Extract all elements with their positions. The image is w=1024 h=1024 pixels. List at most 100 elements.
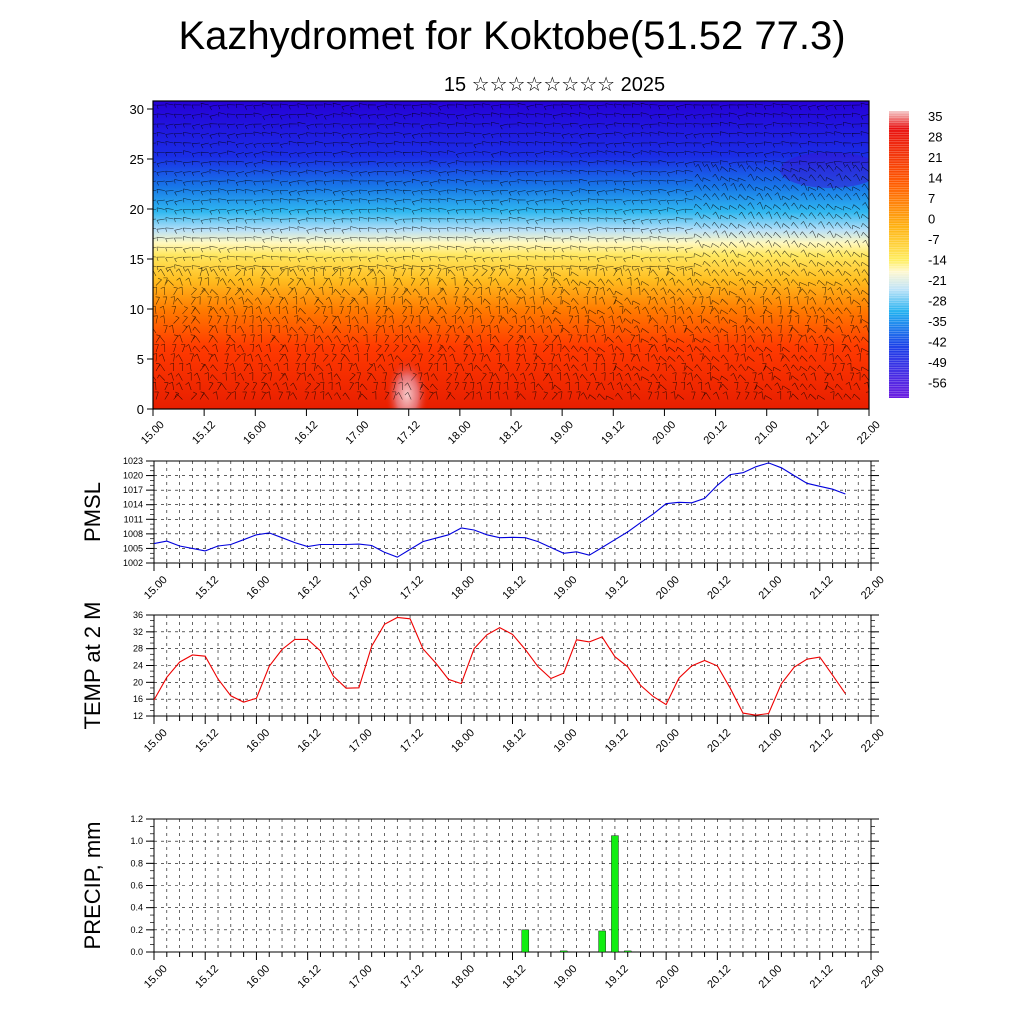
x-tick-label: 16.00 <box>244 574 272 602</box>
x-tick-label: 18.12 <box>500 727 528 755</box>
y-tick-label: 0.4 <box>130 903 143 913</box>
y-tick-label: 1017 <box>123 485 143 495</box>
x-tick-label: 18.00 <box>449 574 477 602</box>
heatmap-x-tick-label: 15.12 <box>190 419 218 447</box>
page-subtitle: 15 ☆☆☆☆☆☆☆☆ 2025 <box>443 74 666 96</box>
x-tick-label: 20.12 <box>705 574 733 602</box>
x-tick-label: 21.00 <box>756 574 784 602</box>
x-tick-label: 19.12 <box>603 727 631 755</box>
heatmap-y-tick-label: 30 <box>130 102 144 117</box>
y-tick-label: 1011 <box>124 514 143 524</box>
colorbar-label: 0 <box>928 212 935 227</box>
wind-barbs <box>153 102 869 400</box>
heatmap-x-tick-label: 16.12 <box>292 419 320 447</box>
y-tick-label: 1005 <box>123 543 143 553</box>
x-tick-label: 18.00 <box>449 727 477 755</box>
y-tick-label: 0.8 <box>130 858 143 868</box>
colorbar-labels: 35 28 21 14 7 0 -7 -14 -21 -28 -35 -42 -49 -56 <box>928 109 947 391</box>
precip-bar <box>559 950 568 953</box>
x-tick-label: 15.12 <box>193 574 221 602</box>
heatmap-x-tick-label: 17.00 <box>343 419 371 447</box>
x-tick-label: 17.12 <box>398 727 426 755</box>
colorbar-label: -56 <box>928 376 947 391</box>
heatmap-x-tick-label: 22.00 <box>855 419 883 447</box>
x-tick-label: 20.00 <box>654 963 682 991</box>
y-tick-label: 28 <box>133 644 143 654</box>
y-tick-label: 1023 <box>123 456 143 466</box>
y-axis-title: PMSL <box>80 482 105 542</box>
heatmap-hot-core <box>385 357 429 409</box>
x-tick-label: 21.00 <box>756 963 784 991</box>
x-tick-label: 15.00 <box>142 574 170 602</box>
heatmap-y-tick-label: 10 <box>130 302 144 317</box>
colorbar-label: 7 <box>928 191 935 206</box>
x-tick-label: 17.00 <box>347 574 375 602</box>
x-tick-label: 21.12 <box>808 727 836 755</box>
heatmap-x-axis: 15.00 15.12 16.00 16.12 17.00 17.12 18.00 18.12… <box>139 409 883 447</box>
x-tick-label: 19.00 <box>552 574 580 602</box>
x-tick-label: 21.12 <box>808 574 836 602</box>
y-tick-label: 32 <box>133 627 143 637</box>
precip-bar <box>624 950 632 953</box>
y-tick-label: 20 <box>133 677 143 687</box>
colorbar-label: -35 <box>928 314 947 329</box>
wind-barb-field <box>153 102 869 400</box>
heatmap-x-tick-label: 18.12 <box>497 419 525 447</box>
y-tick-label: 1008 <box>123 529 143 539</box>
x-tick-label: 22.00 <box>859 963 887 991</box>
heatmap-x-tick-label: 19.00 <box>548 419 576 447</box>
x-tick-label: 15.00 <box>142 963 170 991</box>
y-tick-label: 0.2 <box>130 925 143 935</box>
colorbar-label: -21 <box>928 273 947 288</box>
heatmap-field <box>153 101 869 409</box>
precip-bar <box>598 930 606 953</box>
colorbar-label: 28 <box>928 130 942 145</box>
x-tick-label: 20.12 <box>705 727 733 755</box>
x-tick-label: 19.00 <box>552 963 580 991</box>
colorbar: 35 28 21 14 7 0 -7 -14 -21 -28 -35 -42 -49 -56 <box>889 109 947 398</box>
colorbar-label: -49 <box>928 355 947 370</box>
x-tick-label: 17.00 <box>347 963 375 991</box>
colorbar-stripes <box>889 112 909 397</box>
x-tick-label: 16.00 <box>244 727 272 755</box>
colorbar-label: -28 <box>928 294 947 309</box>
x-tick-label: 21.00 <box>756 727 784 755</box>
x-tick-label: 18.12 <box>500 574 528 602</box>
x-tick-label: 17.00 <box>347 727 375 755</box>
heatmap-x-tick-label: 21.00 <box>753 419 781 447</box>
y-axis-title: PRECIP, mm <box>80 822 105 950</box>
x-tick-label: 16.00 <box>244 963 272 991</box>
y-tick-label: 0.0 <box>130 947 143 957</box>
x-tick-label: 17.12 <box>398 574 426 602</box>
y-tick-label: 0.6 <box>130 881 143 891</box>
y-tick-label: 24 <box>133 661 143 671</box>
y-tick-label: 16 <box>133 694 143 704</box>
series-line <box>153 616 846 716</box>
x-tick-label: 19.12 <box>603 963 631 991</box>
x-tick-label: 20.00 <box>654 727 682 755</box>
y-tick-label: 1.0 <box>130 836 143 846</box>
pmsl-panel: 1002 1005 1008 1011 1014 1017 1020 1023 15.00 15.… <box>80 456 887 602</box>
x-tick-label: 16.12 <box>296 727 324 755</box>
precip-bar <box>611 835 619 953</box>
colorbar-stripe-lines <box>889 112 909 397</box>
colorbar-label: 35 <box>928 109 942 124</box>
page-title: Kazhydromet for Koktobe(51.52 77.3) <box>178 14 846 58</box>
heatmap-panel: 0 5 10 15 20 25 30 15.00 15.12 16.00 16.12 17.00 17… <box>130 100 883 447</box>
heatmap-y-axis: 0 5 10 15 20 25 30 <box>130 102 153 417</box>
heatmap-x-tick-label: 18.00 <box>446 419 474 447</box>
y-tick-label: 1020 <box>123 471 143 481</box>
x-tick-label: 20.12 <box>705 963 733 991</box>
heatmap-x-tick-label: 15.00 <box>139 419 167 447</box>
x-tick-label: 18.00 <box>449 963 477 991</box>
x-tick-label: 15.00 <box>142 727 170 755</box>
x-tick-label: 16.12 <box>296 574 324 602</box>
heatmap-y-tick-label: 0 <box>137 402 144 417</box>
x-tick-label: 19.00 <box>552 727 580 755</box>
x-tick-label: 15.12 <box>193 963 221 991</box>
heatmap-y-tick-label: 20 <box>130 202 144 217</box>
heatmap-x-tick-label: 20.00 <box>650 419 678 447</box>
heatmap-x-tick-label: 19.12 <box>599 419 627 447</box>
heatmap-x-tick-label: 16.00 <box>241 419 269 447</box>
